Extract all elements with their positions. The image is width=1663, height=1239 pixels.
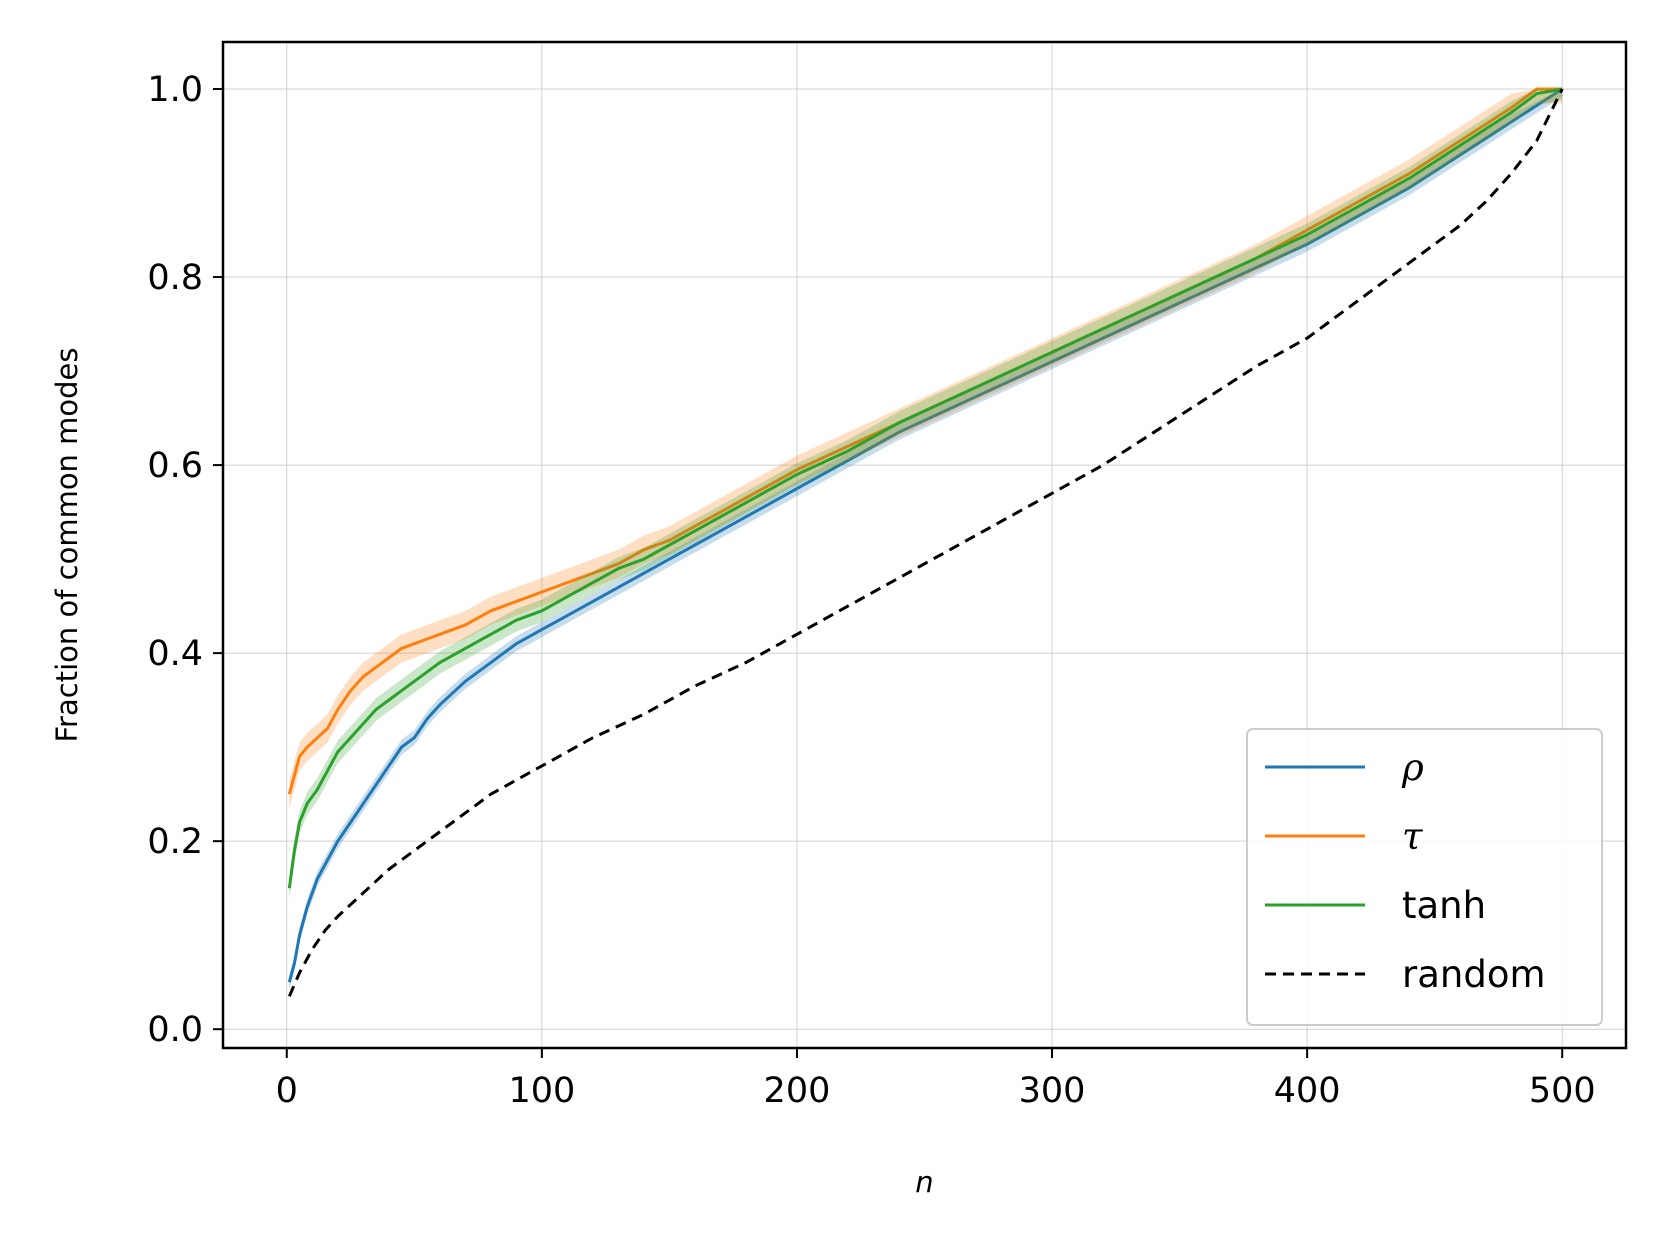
x-tick-label: 200	[764, 1071, 831, 1111]
confidence-band	[289, 89, 1563, 809]
x-axis-label: n	[915, 1165, 933, 1199]
y-tick-label: 0.4	[147, 634, 203, 674]
series-layer	[287, 87, 1564, 997]
y-tick-label: 0.6	[147, 446, 203, 486]
x-tick-label: 0	[276, 1071, 298, 1111]
y-axis-label: Fraction of common modes	[50, 347, 84, 742]
y-tick-label: 1.0	[147, 70, 203, 110]
y-tick-label: 0.8	[147, 258, 203, 298]
series-line	[287, 87, 1564, 983]
plot-area-frame	[221, 40, 1628, 1050]
legend: ρτ tanh random	[1246, 728, 1603, 1026]
series-random	[287, 88, 1564, 997]
series-ρ	[287, 87, 1564, 990]
y-tick-label: 0.2	[147, 822, 203, 862]
x-tick-label: 100	[508, 1071, 575, 1111]
legend-label: τ	[1402, 815, 1423, 858]
confidence-band	[289, 89, 1563, 900]
x-tick-label: 300	[1019, 1071, 1086, 1111]
series-line	[287, 88, 1564, 997]
x-tick-label: 500	[1529, 1071, 1596, 1111]
legend-label: ρ	[1401, 746, 1424, 789]
legend-box	[1246, 728, 1603, 1026]
legend-label: random	[1402, 953, 1546, 996]
y-tick-label: 0.0	[147, 1010, 203, 1050]
series-tanh	[287, 87, 1563, 900]
axis-ticks: 0 100 200 300 400 500 0.0 0.2 0.4 0.6 0.8 1.0	[147, 70, 1595, 1111]
legend-label: tanh	[1402, 884, 1486, 927]
series-line	[287, 87, 1563, 889]
x-tick-label: 400	[1274, 1071, 1341, 1111]
